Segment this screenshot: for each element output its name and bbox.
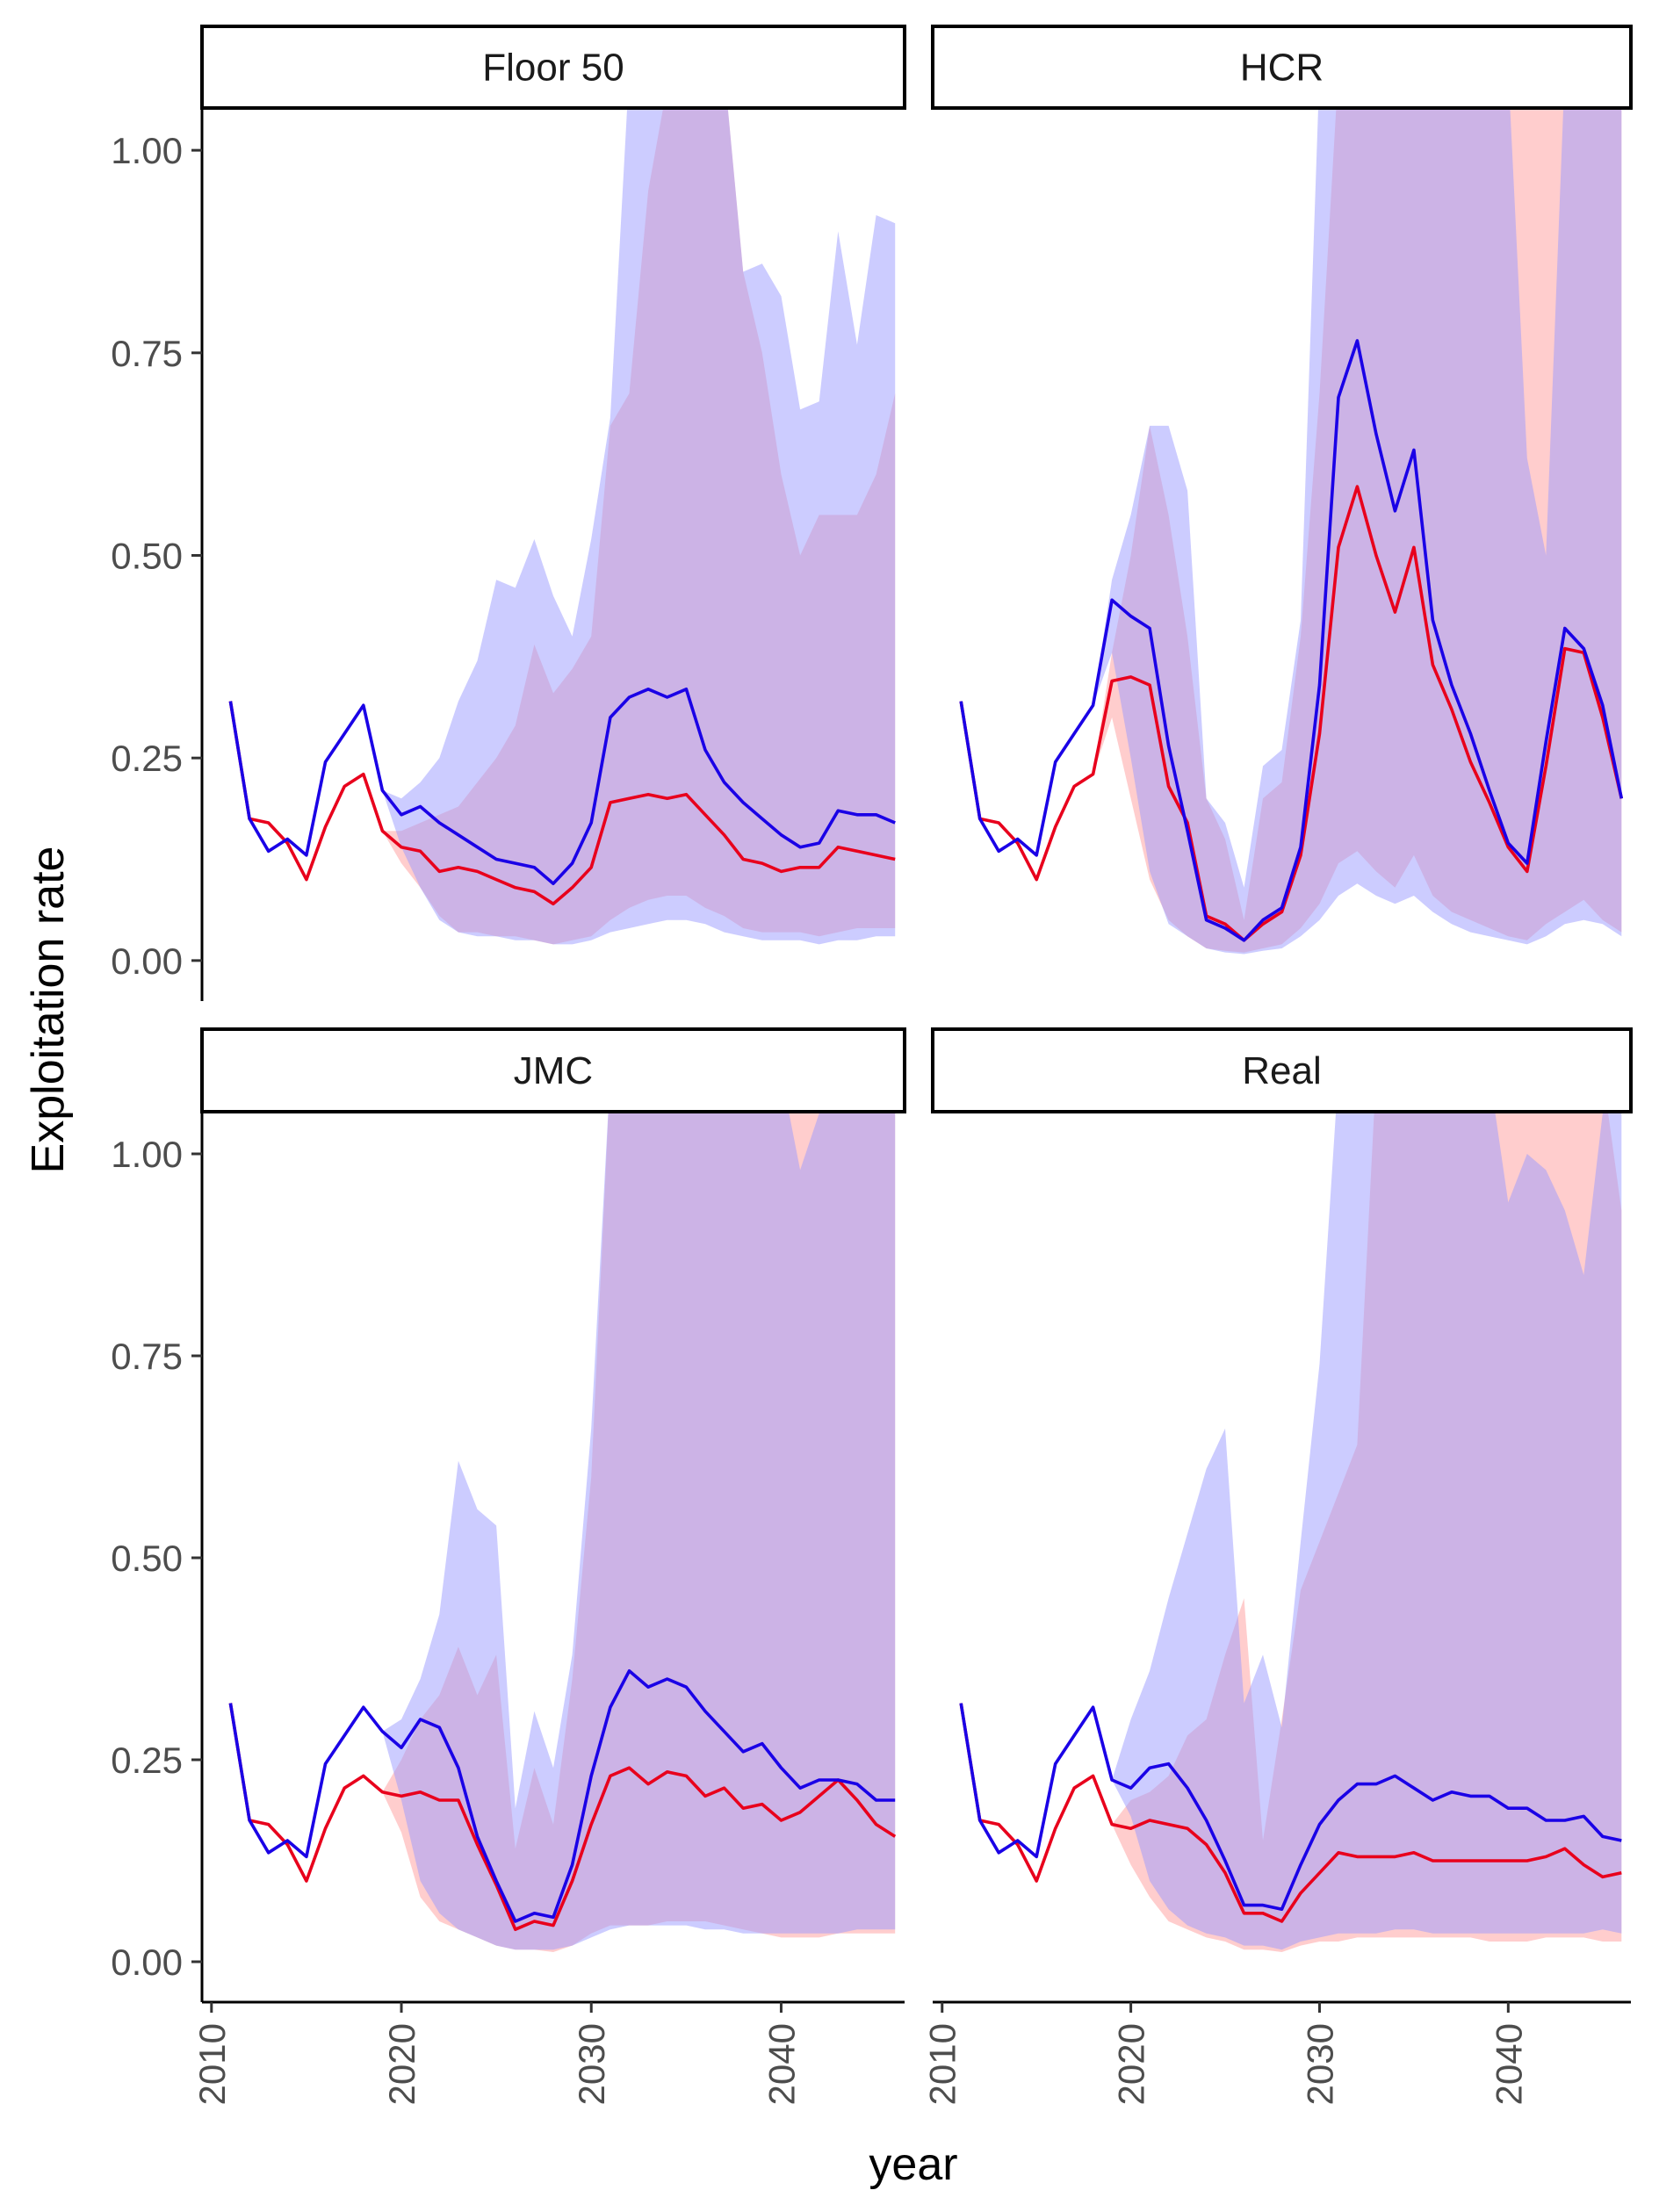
blue-ribbon — [961, 1113, 1622, 1950]
facet-strip — [200, 25, 906, 110]
x-axis-title: year — [869, 2139, 957, 2190]
y-tick-label: 0.75 — [111, 1336, 183, 1377]
x-tick-label: 2040 — [761, 2023, 802, 2105]
x-tick-label: 2010 — [922, 2023, 963, 2105]
y-tick-label: 0.25 — [111, 1740, 183, 1781]
y-axis-title: Exploitation rate — [23, 847, 74, 1174]
red-series-line — [228, 1703, 897, 1931]
x-tick-label: 2020 — [381, 2023, 422, 2105]
facet-panel: HCR — [931, 25, 1633, 955]
y-tick-label: 0.50 — [111, 536, 183, 577]
x-tick-label: 2040 — [1488, 2023, 1529, 2105]
y-tick-label: 0.25 — [111, 738, 183, 779]
facet-strip-label: JMC — [514, 1049, 593, 1092]
facet-panel: Real 2010 2020 2030 2040 — [922, 1027, 1633, 2105]
y-tick-label: 1.00 — [111, 130, 183, 171]
blue-series-line — [959, 1703, 1622, 1911]
y-tick-label: 1.00 — [111, 1134, 183, 1175]
panel-plot-area — [228, 1113, 897, 1952]
blue-series-line — [228, 687, 896, 886]
panel-plot-area — [228, 110, 896, 945]
facet-strip — [200, 1027, 906, 1113]
y-tick-label: 0.00 — [111, 1942, 183, 1983]
y-tick-label: 0.75 — [111, 333, 183, 374]
facet-strip-label: Floor 50 — [482, 47, 624, 90]
panel-plot-area — [959, 110, 1624, 955]
facet-strip — [931, 1027, 1633, 1113]
red-series-line — [228, 701, 896, 906]
facet-panel: Floor 50 0.00 0.25 0.50 0.75 1.00 — [111, 25, 906, 1001]
blue-ribbon — [230, 1113, 896, 1950]
red-series-line — [959, 1703, 1622, 1923]
x-tick-label: 2030 — [1299, 2023, 1340, 2105]
facet-strip-label: Real — [1242, 1049, 1322, 1092]
red-series-line — [959, 485, 1624, 942]
x-tick-label: 2030 — [571, 2023, 612, 2105]
y-tick-label: 0.00 — [111, 940, 183, 982]
facet-strip-label: HCR — [1240, 47, 1324, 90]
facet-strip — [931, 25, 1633, 110]
blue-ribbon — [230, 110, 896, 945]
facet-panel: JMC 0.00 0.25 0.50 0.75 1.00 2010 2020 2030 2040 — [111, 1027, 906, 2105]
blue-series-line — [959, 339, 1624, 942]
panel-plot-area — [959, 1113, 1622, 1952]
x-tick-label: 2020 — [1111, 2023, 1152, 2105]
y-tick-label: 0.50 — [111, 1538, 183, 1579]
chart-layer: Floor 50 0.00 0.25 0.50 0.75 1.00 HCR JMC 0.00 0.… — [111, 25, 1633, 2105]
x-tick-label: 2010 — [191, 2023, 233, 2105]
blue-series-line — [228, 1669, 896, 1923]
blue-ribbon — [961, 110, 1622, 955]
